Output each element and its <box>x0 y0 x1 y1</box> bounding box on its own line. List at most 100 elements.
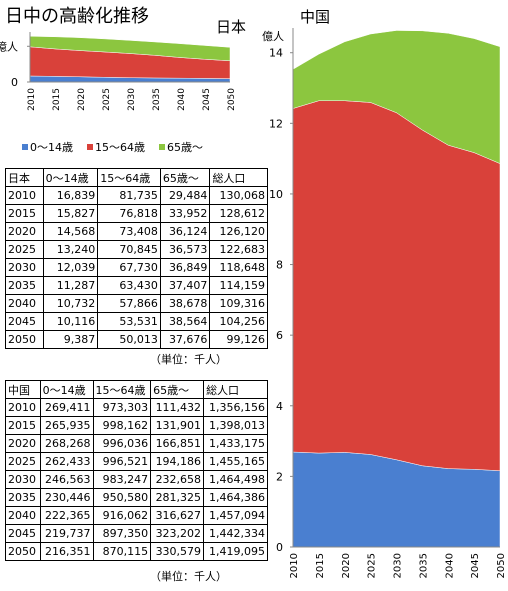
header-cell: 総人口 <box>209 168 268 187</box>
row: 2045 219,737 897,350 323,202 1,442,334 <box>5 524 268 543</box>
cell: 216,351 <box>39 542 94 561</box>
x-tick-label: 2040 <box>177 88 187 111</box>
row: 2035 11,287 63,430 37,407 114,159 <box>5 276 268 295</box>
y-tick-label: 1億人 <box>0 40 18 53</box>
chart-title: 中国 <box>300 8 330 26</box>
x-tick-label: 2050 <box>496 553 507 578</box>
cell: 126,120 <box>209 222 268 241</box>
cell: 983,247 <box>92 470 152 489</box>
y-axis-title: 億人 <box>262 30 284 43</box>
row: 2035 230,446 950,580 281,325 1,464,386 <box>5 488 268 507</box>
header-cell: 0～14歳 <box>42 168 99 187</box>
y-tick-label: 6 <box>276 329 283 342</box>
x-tick-label: 2025 <box>102 88 112 111</box>
x-tick-label: 2035 <box>152 88 162 111</box>
x-tick-label: 2015 <box>52 88 62 111</box>
x-tick-label: 2030 <box>127 88 137 111</box>
cell: 73,408 <box>97 222 161 241</box>
row: 2010 269,411 973,303 111,432 1,356,156 <box>5 398 268 417</box>
header-cell: 65歳～ <box>159 168 211 187</box>
cell: 10,116 <box>42 312 99 331</box>
header-cell: 日本 <box>5 168 44 187</box>
row: 2025 262,433 996,521 194,186 1,455,165 <box>5 452 268 471</box>
row: 2040 10,732 57,866 38,678 109,316 <box>5 294 268 313</box>
cell: 281,325 <box>150 488 205 507</box>
cell: 2020 <box>5 434 41 453</box>
cell: 37,407 <box>159 276 211 295</box>
x-tick-label: 2030 <box>393 553 404 578</box>
row: 日本 0～14歳 15～64歳 65歳～ 総人口 <box>5 168 268 187</box>
cell: 9,387 <box>42 330 99 349</box>
cell: 2030 <box>5 470 41 489</box>
row: 2010 16,839 81,735 29,484 130,068 <box>5 186 268 205</box>
cell: 2010 <box>5 186 44 205</box>
row: 2045 10,116 53,531 38,564 104,256 <box>5 312 268 331</box>
cell: 12,039 <box>42 258 99 277</box>
cell: 57,866 <box>97 294 161 313</box>
area <box>292 100 501 472</box>
cell: 268,268 <box>39 434 94 453</box>
cell: 33,952 <box>159 204 211 223</box>
cell: 50,013 <box>97 330 161 349</box>
cell: 194,186 <box>150 452 205 471</box>
row: 2015 265,935 998,162 131,901 1,398,013 <box>5 416 268 435</box>
y-tick-label: 8 <box>276 259 283 272</box>
japan-unit: （単位：千人） <box>150 353 227 366</box>
cell: 16,839 <box>42 186 99 205</box>
y-tick-label: 2 <box>276 470 283 483</box>
row: 2050 9,387 50,013 37,676 99,126 <box>5 330 268 349</box>
y-tick-label: 4 <box>276 400 283 413</box>
cell: 1,398,013 <box>203 416 268 435</box>
cell: 2045 <box>5 312 44 331</box>
x-tick-label: 2050 <box>227 88 237 111</box>
cell: 63,430 <box>97 276 161 295</box>
cell: 2050 <box>5 330 44 349</box>
x-tick-label: 2025 <box>367 553 378 578</box>
row: 2015 15,827 76,818 33,952 128,612 <box>5 204 268 223</box>
cell: 14,568 <box>42 222 99 241</box>
cell: 323,202 <box>150 524 205 543</box>
cell: 36,124 <box>159 222 211 241</box>
row: 中国 0～14歳 15～64歳 65歳～ 総人口 <box>5 380 268 399</box>
cell: 15,827 <box>42 204 99 223</box>
cell: 246,563 <box>39 470 94 489</box>
cell: 1,419,095 <box>203 542 268 561</box>
cell: 70,845 <box>97 240 161 259</box>
cell: 37,676 <box>159 330 211 349</box>
cell: 109,316 <box>209 294 268 313</box>
cell: 53,531 <box>97 312 161 331</box>
cell: 2045 <box>5 524 41 543</box>
cell: 1,464,498 <box>203 470 268 489</box>
cell: 122,683 <box>209 240 268 259</box>
cell: 916,062 <box>92 506 152 525</box>
x-tick-label: 2020 <box>77 88 87 111</box>
cell: 1,464,386 <box>203 488 268 507</box>
cell: 76,818 <box>97 204 161 223</box>
cell: 13,240 <box>42 240 99 259</box>
cell: 1,457,094 <box>203 506 268 525</box>
cell: 2025 <box>5 452 41 471</box>
cell: 219,737 <box>39 524 94 543</box>
x-tick-label: 2045 <box>202 88 212 111</box>
cell: 2035 <box>5 276 44 295</box>
cell: 2010 <box>5 398 41 417</box>
cell: 130,068 <box>209 186 268 205</box>
cell: 67,730 <box>97 258 161 277</box>
china-table: 中国 0～14歳 15～64歳 65歳～ 総人口 2010 269,411 973,303 11… <box>5 380 268 561</box>
cell: 36,849 <box>159 258 211 277</box>
x-tick-label: 2035 <box>418 553 429 578</box>
y-tick-label: 0 <box>276 541 283 554</box>
row: 2040 222,365 916,062 316,627 1,457,094 <box>5 506 268 525</box>
header-cell: 15～64歳 <box>97 168 161 187</box>
cell: 114,159 <box>209 276 268 295</box>
cell: 1,433,175 <box>203 434 268 453</box>
cell: 2015 <box>5 204 44 223</box>
cell: 36,573 <box>159 240 211 259</box>
legend-swatch <box>22 144 28 150</box>
y-tick-label: 12 <box>269 117 283 130</box>
y-tick-label: 10 <box>269 188 283 201</box>
japan-table: 日本 0～14歳 15～64歳 65歳～ 総人口 2010 16,839 81,735 29,4… <box>5 168 268 349</box>
cell: 996,521 <box>92 452 152 471</box>
header-cell: 中国 <box>5 380 41 399</box>
cell: 330,579 <box>150 542 205 561</box>
